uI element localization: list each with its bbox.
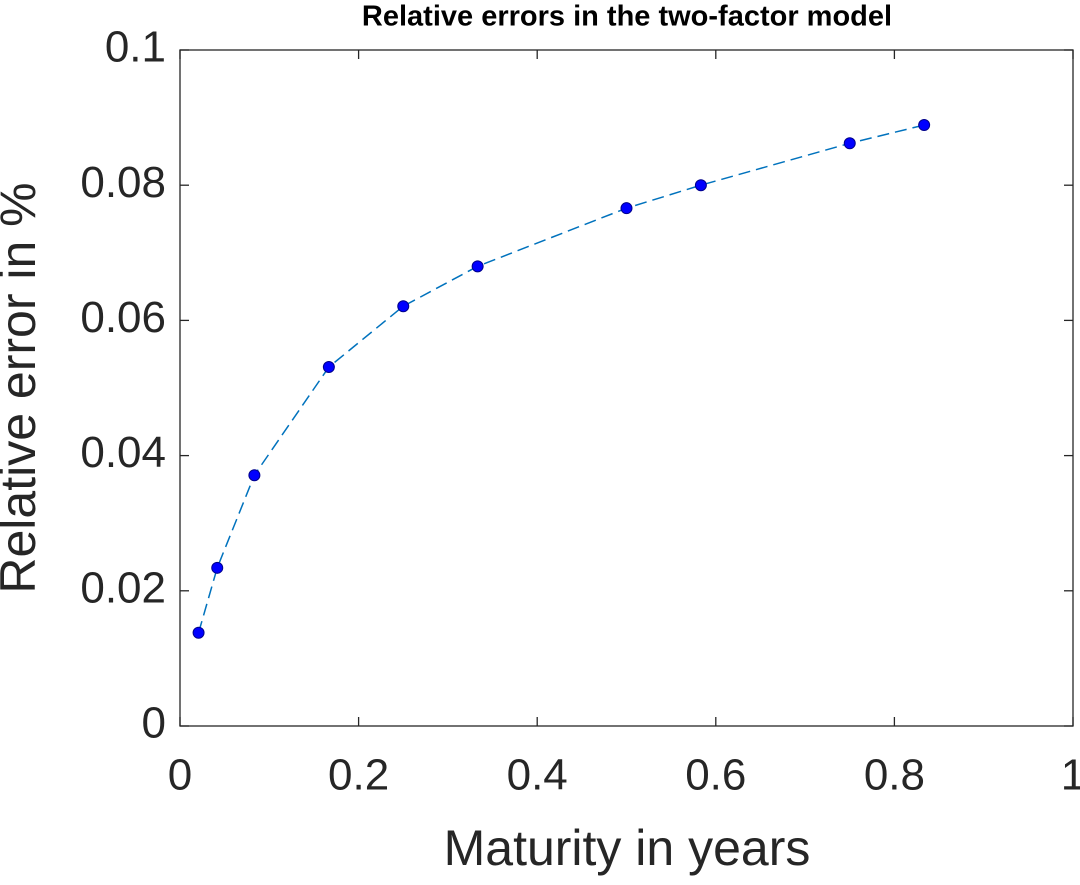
data-point xyxy=(694,179,707,192)
data-point xyxy=(397,300,410,313)
data-point xyxy=(211,561,224,574)
data-point xyxy=(620,202,633,215)
y-tick-label: 0.08 xyxy=(80,158,166,207)
y-tick-label: 0.06 xyxy=(80,293,166,342)
x-tick-label: 1 xyxy=(1061,751,1080,800)
data-point xyxy=(918,119,931,132)
x-tick-label: 0.6 xyxy=(685,751,746,800)
y-tick-label: 0.02 xyxy=(80,563,166,612)
data-point xyxy=(471,260,484,273)
y-tick-label: 0.1 xyxy=(105,23,166,72)
data-point xyxy=(192,626,205,639)
y-tick-label: 0.04 xyxy=(80,428,166,477)
chart-title: Relative errors in the two-factor model xyxy=(362,1,892,33)
x-tick-label: 0 xyxy=(168,751,192,800)
y-axis-label: Relative error in % xyxy=(0,182,46,593)
plot-area xyxy=(179,49,1074,727)
x-tick-label: 0.2 xyxy=(328,751,389,800)
x-tick-label: 0.4 xyxy=(507,751,568,800)
data-point xyxy=(248,469,261,482)
data-line xyxy=(197,124,925,633)
data-point xyxy=(843,137,856,150)
data-point xyxy=(322,361,335,374)
y-tick-label: 0 xyxy=(142,699,166,748)
x-axis-label: Maturity in years xyxy=(444,820,811,876)
x-tick-label: 0.8 xyxy=(864,751,925,800)
